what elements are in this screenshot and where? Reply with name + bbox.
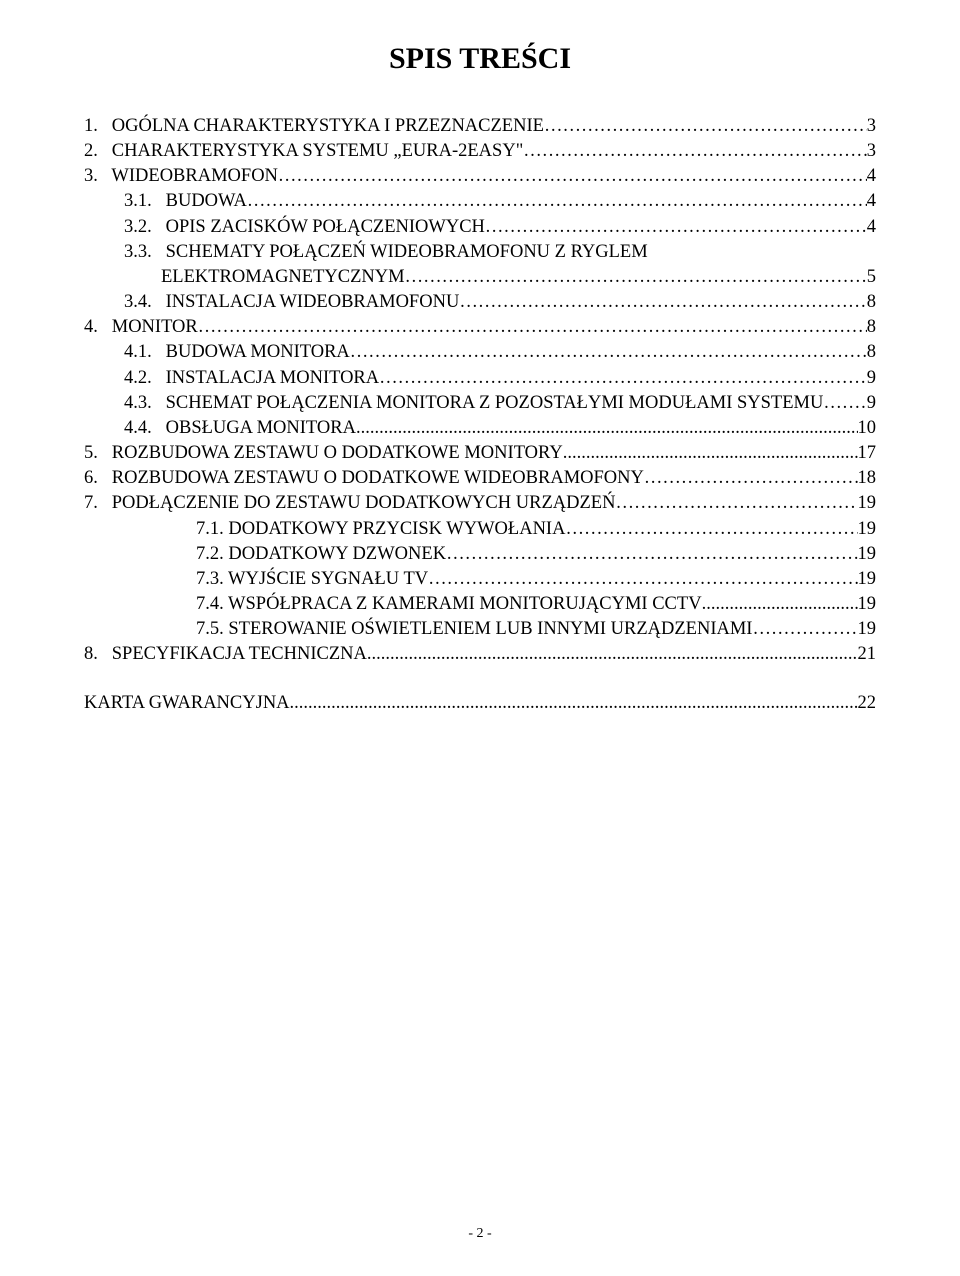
toc-leader: [823, 391, 866, 416]
toc-row: 3.3. SCHEMATY POŁĄCZEŃ WIDEOBRAMOFONU Z …: [84, 240, 876, 265]
toc-page-num: 5: [867, 265, 876, 290]
toc-label: 3.2. OPIS ZACISKÓW POŁĄCZENIOWYCH: [124, 215, 485, 240]
toc-leader: [379, 366, 867, 391]
toc-label: 7.4. WSPÓŁPRACA Z KAMERAMI MONITORUJĄCYM…: [196, 592, 702, 617]
toc-label: 8. SPECYFIKACJA TECHNICZNA: [84, 642, 367, 667]
toc-label: 4. MONITOR: [84, 315, 198, 340]
toc-page-num: 19: [858, 567, 877, 592]
toc-leader: [446, 542, 857, 567]
toc-label: 4.1. BUDOWA MONITORA: [124, 340, 350, 365]
toc-leader: [565, 517, 857, 542]
toc-page-num: 19: [858, 592, 877, 617]
toc-label: 7. PODŁĄCZENIE DO ZESTAWU DODATKOWYCH UR…: [84, 491, 615, 516]
toc-leader: [752, 617, 857, 642]
toc-label: 4.4. OBSŁUGA MONITORA: [124, 416, 356, 441]
toc-leader: [350, 340, 867, 365]
toc-page-num: 8: [867, 340, 876, 365]
toc-label: 1. OGÓLNA CHARAKTERYSTYKA I PRZEZNACZENI…: [84, 114, 544, 139]
toc-row: 7.5. STEROWANIE OŚWIETLENIEM LUB INNYMI …: [84, 617, 876, 642]
toc-page-num: 17: [858, 441, 877, 466]
toc-leader: [563, 441, 858, 466]
toc-karta-block: KARTA GWARANCYJNA 22: [84, 691, 876, 716]
toc-row: 2. CHARAKTERYSTYKA SYSTEMU „EURA-2EASY" 3: [84, 139, 876, 164]
toc-row: 7.3. WYJŚCIE SYGNAŁU TV 19: [84, 567, 876, 592]
toc-row: 3.1. BUDOWA 4: [84, 189, 876, 214]
toc-page-num: 19: [858, 617, 877, 642]
toc-leader: [428, 567, 857, 592]
toc-leader: [356, 416, 858, 441]
toc-row: 3.4. INSTALACJA WIDEOBRAMOFONU 8: [84, 290, 876, 315]
toc-leader: [485, 215, 867, 240]
toc-row: 8. SPECYFIKACJA TECHNICZNA 21: [84, 642, 876, 667]
toc-leader: [523, 139, 867, 164]
toc-leader: [198, 315, 867, 340]
toc-page-num: 9: [867, 391, 876, 416]
toc-row: 7.4. WSPÓŁPRACA Z KAMERAMI MONITORUJĄCYM…: [84, 592, 876, 617]
page-title: SPIS TREŚCI: [84, 42, 876, 76]
toc-label: 5. ROZBUDOWA ZESTAWU O DODATKOWE MONITOR…: [84, 441, 563, 466]
toc-row: 3.2. OPIS ZACISKÓW POŁĄCZENIOWYCH 4: [84, 215, 876, 240]
toc-leader: [702, 592, 858, 617]
toc-page-num: 19: [858, 491, 877, 516]
toc-leader: [405, 265, 867, 290]
toc-leader: [644, 466, 858, 491]
toc-page-num: 10: [858, 416, 877, 441]
toc-label: 3.3. SCHEMATY POŁĄCZEŃ WIDEOBRAMOFONU Z …: [124, 240, 648, 265]
toc-row: 7.2. DODATKOWY DZWONEK 19: [84, 542, 876, 567]
toc-label: 6. ROZBUDOWA ZESTAWU O DODATKOWE WIDEOBR…: [84, 466, 644, 491]
toc-row: 1. OGÓLNA CHARAKTERYSTYKA I PRZEZNACZENI…: [84, 114, 876, 139]
toc-row: ELEKTROMAGNETYCZNYM 5: [84, 265, 876, 290]
toc-label: 4.3. SCHEMAT POŁĄCZENIA MONITORA Z POZOS…: [124, 391, 823, 416]
toc-page-num: 8: [867, 290, 876, 315]
page: SPIS TREŚCI 1. OGÓLNA CHARAKTERYSTYKA I …: [0, 0, 960, 1276]
toc-row: 4.3. SCHEMAT POŁĄCZENIA MONITORA Z POZOS…: [84, 391, 876, 416]
toc-leader: [544, 114, 867, 139]
toc-label: 3.1. BUDOWA: [124, 189, 247, 214]
toc-page-num: 9: [867, 366, 876, 391]
toc-row: 7.1. DODATKOWY PRZYCISK WYWOŁANIA 19: [84, 517, 876, 542]
toc-label: 2. CHARAKTERYSTYKA SYSTEMU „EURA-2EASY": [84, 139, 523, 164]
toc-page-num: 19: [858, 517, 877, 542]
toc-label: 7.1. DODATKOWY PRZYCISK WYWOŁANIA: [196, 517, 565, 542]
toc-page-num: 21: [858, 642, 877, 667]
toc-page-num: 4: [867, 215, 876, 240]
toc-label: KARTA GWARANCYJNA: [84, 691, 290, 716]
toc-row: 4.2. INSTALACJA MONITORA 9: [84, 366, 876, 391]
toc-page-num: 19: [858, 542, 877, 567]
toc-leader: [459, 290, 866, 315]
toc-row: 5. ROZBUDOWA ZESTAWU O DODATKOWE MONITOR…: [84, 441, 876, 466]
toc-row: 3. WIDEOBRAMOFON 4: [84, 164, 876, 189]
toc-page-num: 3: [867, 114, 876, 139]
toc-label: ELEKTROMAGNETYCZNYM: [124, 265, 405, 290]
toc-page-num: 18: [858, 466, 877, 491]
toc-page-num: 4: [867, 164, 876, 189]
toc-label: 7.5. STEROWANIE OŚWIETLENIEM LUB INNYMI …: [196, 617, 752, 642]
toc-leader: [247, 189, 867, 214]
toc-leader: [290, 691, 858, 716]
toc-page-num: 4: [867, 189, 876, 214]
toc-label: 7.3. WYJŚCIE SYGNAŁU TV: [196, 567, 428, 592]
toc-label: 3.4. INSTALACJA WIDEOBRAMOFONU: [124, 290, 459, 315]
toc-row: 4. MONITOR 8: [84, 315, 876, 340]
toc-label: 4.2. INSTALACJA MONITORA: [124, 366, 379, 391]
toc-row-karta: KARTA GWARANCYJNA 22: [84, 691, 876, 716]
toc-page-num: 8: [867, 315, 876, 340]
toc-page-num: 22: [858, 691, 877, 716]
toc-row: 4.1. BUDOWA MONITORA 8: [84, 340, 876, 365]
toc-row: 4.4. OBSŁUGA MONITORA 10: [84, 416, 876, 441]
toc-list: 1. OGÓLNA CHARAKTERYSTYKA I PRZEZNACZENI…: [84, 114, 876, 667]
toc-row: 6. ROZBUDOWA ZESTAWU O DODATKOWE WIDEOBR…: [84, 466, 876, 491]
toc-page-num: 3: [867, 139, 876, 164]
toc-leader: [278, 164, 867, 189]
toc-label: 3. WIDEOBRAMOFON: [84, 164, 278, 189]
toc-label: 7.2. DODATKOWY DZWONEK: [196, 542, 446, 567]
toc-leader: [367, 642, 858, 667]
page-footer: - 2 -: [0, 1226, 960, 1242]
toc-row: 7. PODŁĄCZENIE DO ZESTAWU DODATKOWYCH UR…: [84, 491, 876, 516]
toc-leader: [615, 491, 857, 516]
